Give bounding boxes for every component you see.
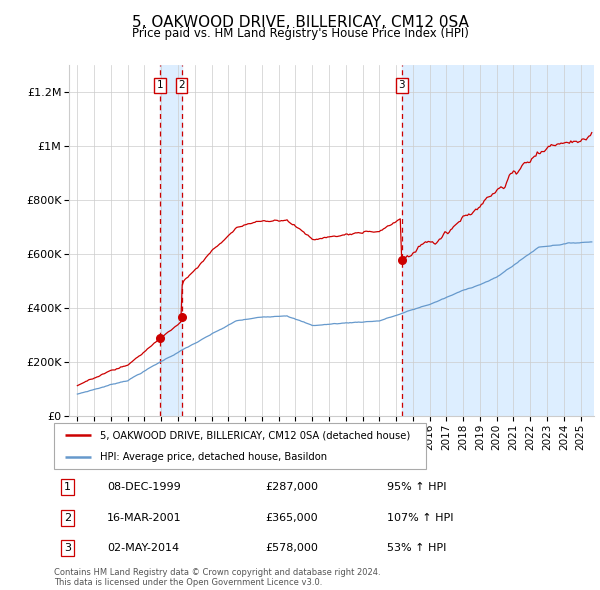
Text: 3: 3: [64, 543, 71, 553]
Text: 107% ↑ HPI: 107% ↑ HPI: [386, 513, 453, 523]
Text: 3: 3: [398, 80, 405, 90]
Text: 2: 2: [178, 80, 185, 90]
Text: 2: 2: [64, 513, 71, 523]
FancyBboxPatch shape: [54, 423, 426, 469]
Bar: [401, 65, 594, 416]
Text: Contains HM Land Registry data © Crown copyright and database right 2024.
This d: Contains HM Land Registry data © Crown c…: [54, 568, 380, 587]
Text: 16-MAR-2001: 16-MAR-2001: [107, 513, 181, 523]
Text: 02-MAY-2014: 02-MAY-2014: [107, 543, 179, 553]
Text: 1: 1: [64, 482, 71, 492]
Text: 5, OAKWOOD DRIVE, BILLERICAY, CM12 0SA (detached house): 5, OAKWOOD DRIVE, BILLERICAY, CM12 0SA (…: [101, 431, 411, 441]
Text: 95% ↑ HPI: 95% ↑ HPI: [386, 482, 446, 492]
Text: 53% ↑ HPI: 53% ↑ HPI: [386, 543, 446, 553]
Text: £287,000: £287,000: [265, 482, 318, 492]
Text: 1: 1: [157, 80, 163, 90]
Text: £365,000: £365,000: [265, 513, 318, 523]
Text: HPI: Average price, detached house, Basildon: HPI: Average price, detached house, Basi…: [101, 451, 328, 461]
Text: 5, OAKWOOD DRIVE, BILLERICAY, CM12 0SA: 5, OAKWOOD DRIVE, BILLERICAY, CM12 0SA: [131, 15, 469, 30]
Text: Price paid vs. HM Land Registry's House Price Index (HPI): Price paid vs. HM Land Registry's House …: [131, 27, 469, 40]
Text: 08-DEC-1999: 08-DEC-1999: [107, 482, 181, 492]
Text: £578,000: £578,000: [265, 543, 318, 553]
Bar: [160, 65, 182, 416]
